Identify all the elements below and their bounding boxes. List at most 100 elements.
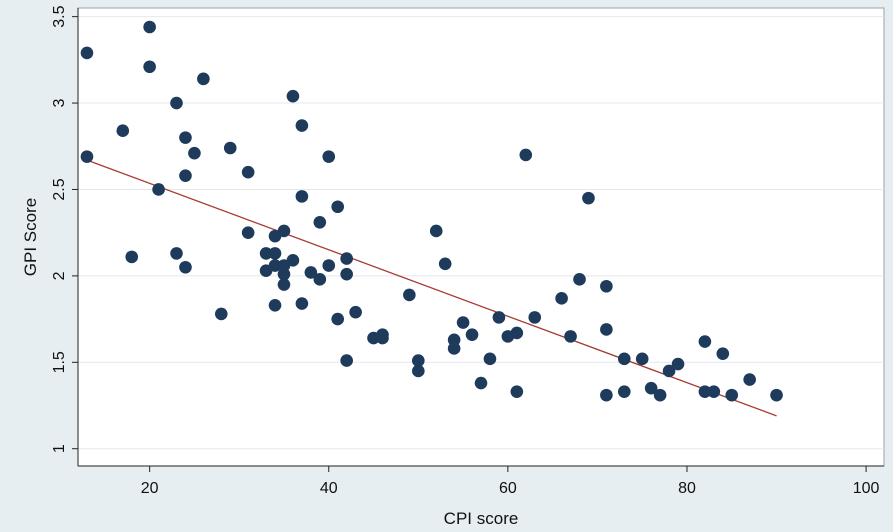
x-tick-label: 100 (853, 480, 880, 497)
data-point (322, 150, 336, 163)
data-point (528, 311, 542, 324)
data-point (340, 252, 353, 265)
plot-area (77, 7, 885, 467)
fit-line (86, 159, 777, 417)
data-point (510, 385, 524, 398)
y-tick-label: 2.5 (51, 178, 68, 200)
x-ticks: 20 40 60 80 100 (141, 466, 880, 497)
data-point (223, 141, 237, 155)
data-point (456, 316, 470, 329)
data-point (492, 311, 506, 324)
fit-line-group (86, 159, 777, 417)
data-point (698, 385, 712, 398)
data-point (662, 364, 676, 378)
data-point (259, 247, 273, 260)
data-point (331, 200, 345, 214)
data-point (179, 260, 192, 274)
data-point (152, 183, 165, 196)
axes (77, 8, 884, 467)
data-point (125, 250, 139, 264)
data-point (331, 312, 345, 326)
x-tick-label: 80 (678, 480, 696, 497)
data-point (277, 224, 291, 238)
data-point (770, 388, 783, 402)
data-point (564, 330, 577, 343)
data-point (600, 323, 613, 336)
data-point (698, 335, 712, 348)
data-point (447, 342, 461, 355)
data-point (304, 266, 318, 279)
data-point (170, 96, 183, 110)
data-point (170, 247, 183, 260)
x-tick-label: 20 (141, 480, 159, 497)
data-point (286, 254, 300, 267)
data-point (510, 326, 524, 340)
data-point (214, 307, 228, 321)
data-point (644, 381, 658, 395)
data-point (438, 257, 452, 271)
data-point (483, 352, 497, 366)
y-axis-title: GPI Score (21, 198, 40, 276)
y-tick-label: 1 (51, 444, 68, 453)
data-point (617, 385, 631, 398)
data-point (340, 354, 353, 367)
data-point (277, 267, 291, 281)
data-point (268, 259, 282, 272)
data-point (295, 297, 309, 310)
grid-lines (78, 16, 884, 450)
data-point (743, 373, 756, 386)
x-tick-label: 60 (499, 480, 517, 497)
data-point (143, 20, 156, 34)
y-tick-label: 3.5 (51, 5, 68, 27)
data-point (707, 385, 721, 398)
data-point (313, 273, 327, 286)
data-point (116, 124, 130, 138)
y-ticks: 1 1.5 2 2.5 3 3.5 (51, 5, 78, 453)
data-point (80, 46, 94, 60)
data-point (465, 328, 479, 341)
data-point (376, 331, 389, 345)
data-point (268, 298, 282, 312)
data-point (617, 352, 631, 366)
data-point (295, 190, 309, 203)
data-point (447, 333, 461, 347)
data-point (653, 388, 667, 402)
data-point (349, 305, 362, 319)
data-point (412, 364, 425, 378)
data-point (295, 119, 309, 132)
data-point (277, 278, 291, 291)
data-point (241, 165, 255, 179)
data-point (725, 388, 739, 402)
data-point (179, 169, 192, 182)
data-point (555, 292, 568, 305)
data-point (429, 224, 443, 238)
y-tick-label: 2 (51, 271, 68, 280)
data-point (188, 146, 201, 160)
data-point (241, 226, 255, 239)
y-tick-label: 1.5 (51, 351, 68, 373)
data-points (80, 20, 783, 402)
data-point (600, 279, 613, 293)
data-point (519, 148, 533, 162)
data-point (600, 388, 613, 402)
data-point (403, 288, 416, 302)
data-point (143, 60, 156, 74)
data-point (635, 352, 649, 366)
x-axis-title: CPI score (444, 509, 519, 528)
data-point (322, 259, 336, 272)
data-point (671, 357, 685, 371)
data-point (268, 247, 282, 260)
data-point (340, 267, 353, 281)
data-point (179, 131, 192, 144)
data-point (716, 347, 730, 360)
data-point (197, 72, 210, 86)
data-point (582, 191, 595, 205)
data-point (573, 273, 586, 286)
x-tick-label: 40 (320, 480, 338, 497)
data-point (313, 216, 327, 229)
data-point (474, 376, 488, 390)
data-point (80, 150, 94, 163)
data-point (412, 354, 425, 367)
